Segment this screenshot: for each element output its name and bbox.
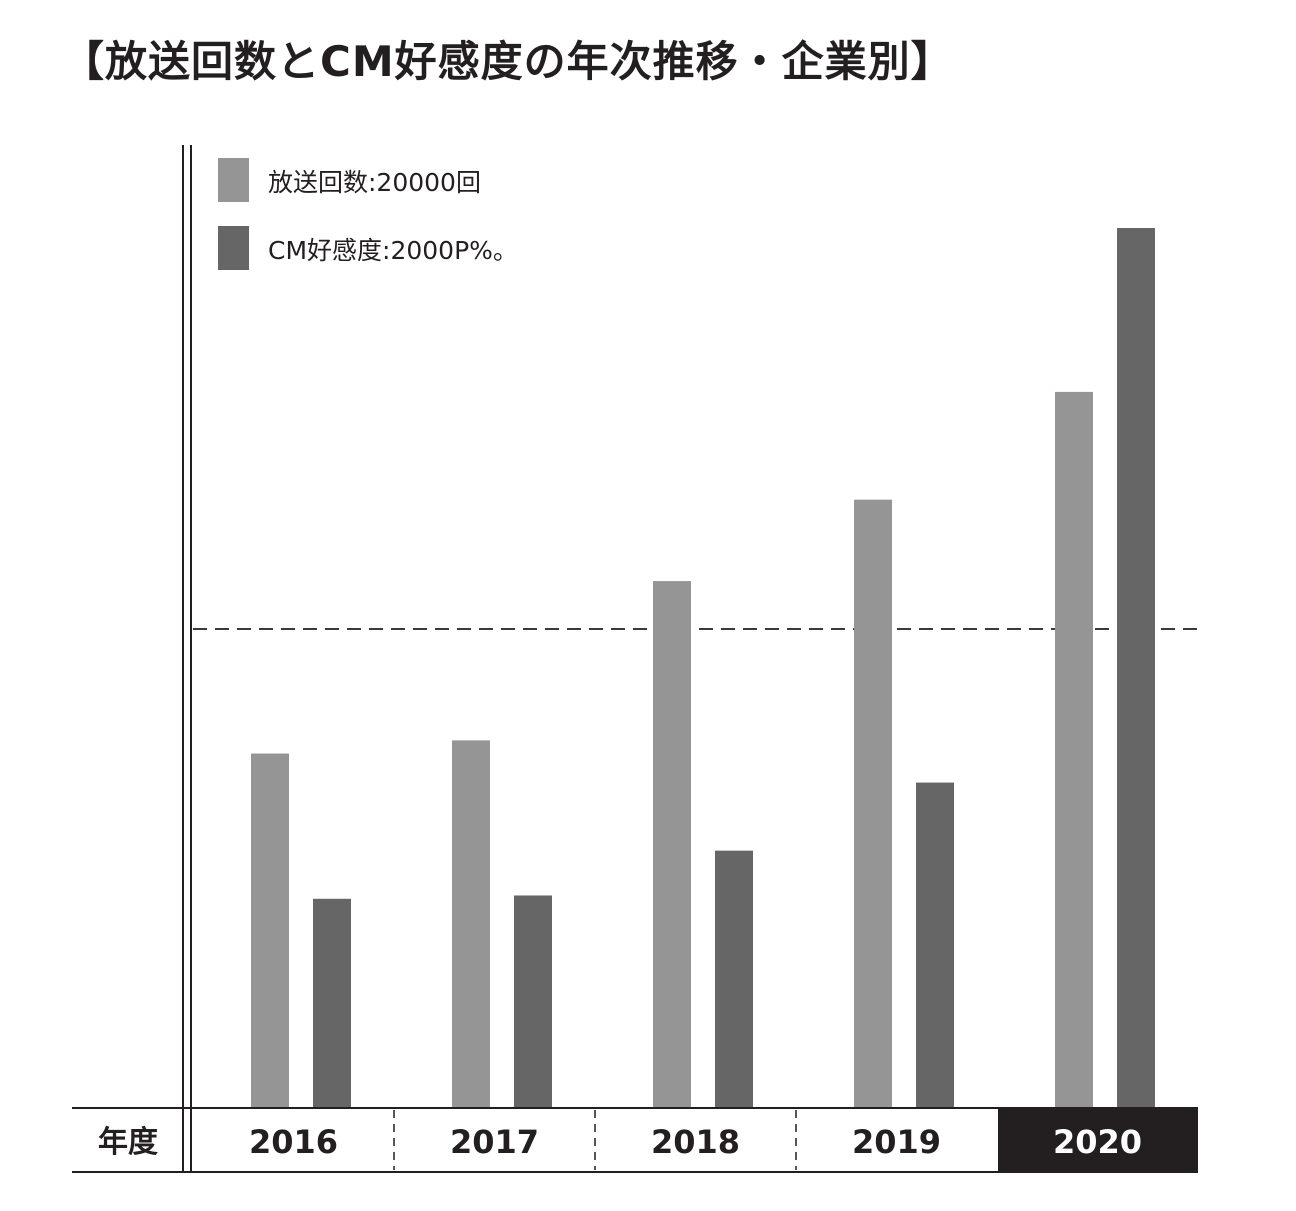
bar-broadcast-count-2018 <box>653 581 691 1108</box>
legend-swatch-broadcast-count <box>218 158 249 202</box>
bar-broadcast-count-2017 <box>452 740 490 1108</box>
x-axis-header: 年度 <box>98 1125 158 1160</box>
x-tick-label-2020: 2020 <box>1053 1123 1142 1161</box>
x-tick-label-2016: 2016 <box>249 1123 338 1161</box>
bar-broadcast-count-2020 <box>1055 391 1093 1108</box>
x-tick-label-2017: 2017 <box>450 1123 539 1161</box>
bar-cm-favorability-2017 <box>514 895 552 1108</box>
legend-label-cm-favorability: CM好感度:2000P%。 <box>268 236 518 265</box>
chart-title: 【放送回数とCM好感度の年次推移・企業別】 <box>62 37 954 86</box>
bar-cm-favorability-2016 <box>313 898 351 1108</box>
bar-cm-favorability-2019 <box>916 782 954 1108</box>
legend-label-broadcast-count: 放送回数:20000回 <box>268 168 481 197</box>
legend-swatch-cm-favorability <box>218 226 249 270</box>
bar-cm-favorability-2018 <box>715 850 753 1108</box>
bar-broadcast-count-2016 <box>251 753 289 1108</box>
bar-cm-favorability-2020 <box>1117 228 1155 1108</box>
highlight-cell <box>998 1108 1198 1172</box>
bar-broadcast-count-2019 <box>854 499 892 1108</box>
x-tick-label-2019: 2019 <box>852 1123 941 1161</box>
x-tick-label-2018: 2018 <box>651 1123 740 1161</box>
